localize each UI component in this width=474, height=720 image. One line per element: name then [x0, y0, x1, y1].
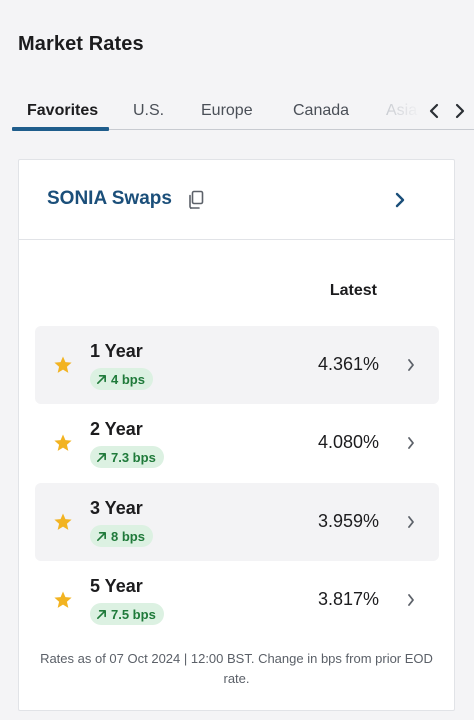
rate-row-5-year[interactable]: 5 Year 7.5 bps 3.817%: [35, 561, 439, 639]
tenor-label: 2 Year: [90, 419, 143, 439]
tab-europe[interactable]: Europe: [201, 102, 253, 119]
rate-value: 4.361%: [317, 354, 379, 374]
rate-row-2-year[interactable]: 2 Year 7.3 bps 4.080%: [35, 404, 439, 482]
tenor-label: 5 Year: [90, 576, 143, 596]
tabs-scroll-right-button[interactable]: [450, 100, 470, 122]
star-icon[interactable]: [53, 512, 73, 532]
rates-card: SONIA Swaps Latest 1 Year 4 bps 4.361%: [18, 159, 455, 711]
change-value: 4 bps: [111, 371, 145, 387]
tab-favorites[interactable]: Favorites: [27, 102, 99, 119]
chevron-right-icon: [455, 103, 465, 119]
chevron-left-icon: [429, 103, 439, 119]
page-title: Market Rates: [18, 33, 144, 55]
rate-row-3-year[interactable]: 3 Year 8 bps 3.959%: [35, 483, 439, 561]
tab-asia[interactable]: Asia: [386, 102, 418, 119]
chevron-right-icon: [408, 516, 414, 528]
star-icon[interactable]: [53, 355, 73, 375]
tabs-divider: [12, 129, 474, 130]
chevron-right-icon: [408, 594, 414, 606]
rate-value: 3.959%: [317, 511, 379, 531]
arrow-up-right-icon: [97, 531, 106, 541]
chevron-right-icon: [408, 437, 414, 449]
change-badge: 7.3 bps: [90, 446, 164, 468]
tabs-scroll-left-button[interactable]: [424, 100, 444, 122]
rate-row-1-year[interactable]: 1 Year 4 bps 4.361%: [35, 326, 439, 404]
change-value: 7.3 bps: [111, 449, 156, 465]
tenor-label: 3 Year: [90, 498, 143, 518]
rates-footnote: Rates as of 07 Oct 2024 | 12:00 BST. Cha…: [40, 651, 433, 686]
card-title: SONIA Swaps: [47, 188, 172, 209]
market-tabs: Favorites U.S. Europe Canada Asia: [0, 96, 474, 132]
chevron-right-icon: [395, 192, 405, 208]
star-icon[interactable]: [53, 590, 73, 610]
card-header-link[interactable]: SONIA Swaps: [19, 160, 454, 240]
change-badge: 7.5 bps: [90, 603, 164, 625]
change-value: 7.5 bps: [111, 606, 156, 622]
copy-icon[interactable]: [187, 190, 205, 210]
active-tab-indicator: [12, 127, 109, 131]
arrow-up-right-icon: [97, 609, 106, 619]
arrow-up-right-icon: [97, 452, 106, 462]
tab-canada[interactable]: Canada: [293, 102, 350, 119]
rate-value: 3.817%: [317, 589, 379, 609]
change-value: 8 bps: [111, 528, 145, 544]
tenor-label: 1 Year: [90, 341, 143, 361]
change-badge: 4 bps: [90, 368, 153, 390]
arrow-up-right-icon: [97, 374, 106, 384]
change-badge: 8 bps: [90, 525, 153, 547]
star-icon[interactable]: [53, 433, 73, 453]
rate-value: 4.080%: [317, 432, 379, 452]
chevron-right-icon: [408, 359, 414, 371]
latest-column-header: Latest: [329, 282, 377, 299]
tab-us[interactable]: U.S.: [133, 102, 165, 119]
